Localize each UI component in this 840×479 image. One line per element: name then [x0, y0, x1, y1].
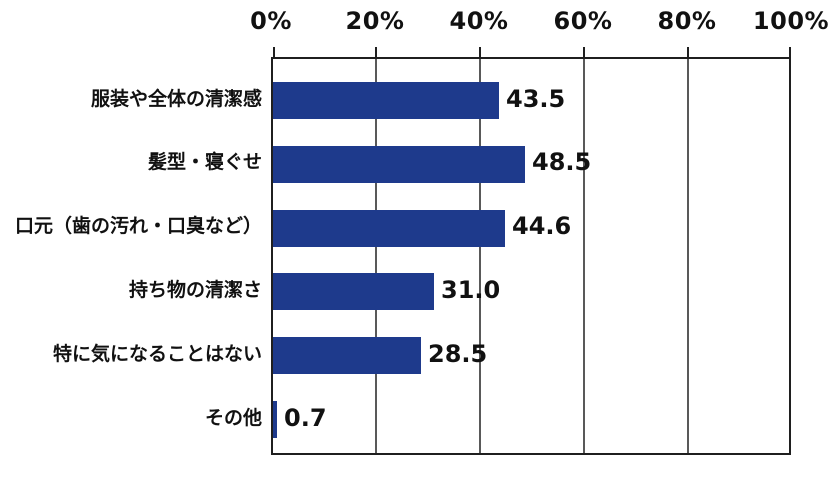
bar-5 — [273, 337, 421, 374]
value-label-3: 44.6 — [512, 212, 572, 240]
value-label-6: 0.7 — [284, 404, 327, 432]
category-label-3: 口元（歯の汚れ・口臭など） — [14, 215, 262, 237]
value-label-2: 48.5 — [532, 148, 592, 176]
gridline-60% — [583, 59, 585, 453]
category-label-5: 特に気になることはない — [52, 343, 262, 365]
value-label-4: 31.0 — [441, 276, 501, 304]
gridline-40% — [479, 59, 481, 453]
x-axis-tick — [789, 47, 791, 59]
bar-4 — [273, 273, 434, 310]
x-axis-tick — [687, 47, 689, 59]
value-label-5: 28.5 — [428, 340, 488, 368]
value-label-1: 43.5 — [506, 85, 566, 113]
bar-3 — [273, 210, 505, 247]
x-axis-tick-label: 20% — [345, 7, 405, 35]
bar-1 — [273, 82, 499, 119]
x-axis-tick — [479, 47, 481, 59]
x-axis-tick-label: 80% — [657, 7, 717, 35]
category-label-4: 持ち物の清潔さ — [128, 279, 262, 301]
x-axis-tick-label: 100% — [752, 7, 830, 35]
category-label-2: 髪型・寝ぐせ — [147, 151, 262, 173]
x-axis-tick — [375, 47, 377, 59]
gridline-80% — [687, 59, 689, 453]
bar-6 — [273, 401, 277, 438]
plot-area — [271, 47, 791, 455]
x-axis-tick — [273, 47, 275, 59]
x-axis-tick-label: 0% — [250, 7, 292, 35]
gridline-20% — [375, 59, 377, 453]
x-axis-tick-label: 40% — [449, 7, 509, 35]
category-label-1: 服装や全体の清潔感 — [90, 88, 262, 110]
category-label-6: その他 — [204, 407, 262, 429]
x-axis-tick-label: 60% — [553, 7, 613, 35]
bar-2 — [273, 146, 525, 183]
x-axis-tick — [583, 47, 585, 59]
